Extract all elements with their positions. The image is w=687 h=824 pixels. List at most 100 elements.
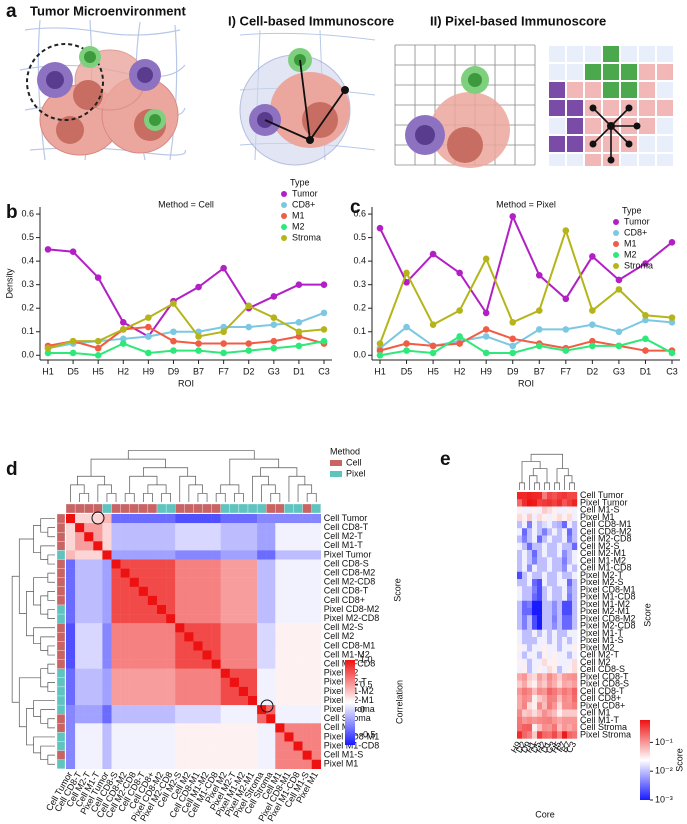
heatmap-cell	[111, 668, 121, 678]
heatmap-cell	[522, 593, 528, 601]
x-tick-label: D2	[587, 366, 599, 376]
heatmap-cell	[547, 673, 553, 681]
heatmap-cell	[257, 632, 267, 642]
heatmap-cell	[522, 521, 528, 529]
heatmap-cell	[248, 614, 258, 624]
heatmap-cell	[93, 605, 103, 615]
data-point	[270, 344, 278, 352]
heatmap-cell	[284, 514, 294, 524]
heatmap-cell	[129, 568, 139, 578]
heatmap-cell	[229, 759, 240, 769]
heatmap-cell	[547, 557, 553, 565]
heatmap-cell	[66, 659, 76, 669]
heatmap-cell	[157, 532, 167, 542]
heatmap-cell	[572, 687, 578, 696]
heatmap-cell	[202, 705, 212, 715]
heatmap-cell	[75, 568, 85, 578]
dendrogram	[519, 453, 575, 490]
heatmap-cell	[532, 731, 538, 739]
heatmap-cell	[257, 595, 267, 606]
column-annotation	[302, 503, 312, 514]
heatmap-cell	[238, 523, 249, 533]
data-point	[44, 349, 52, 357]
heatmap-cell	[284, 523, 294, 533]
row-label: Pixel M1-T	[580, 628, 624, 638]
heatmap-cell	[542, 658, 548, 667]
heatmap-cell	[202, 641, 212, 651]
row-annotation	[56, 595, 66, 606]
heatmap-cell	[572, 542, 578, 551]
heatmap-cell	[517, 615, 523, 623]
heatmap-cell	[138, 659, 149, 669]
heatmap-cell	[557, 593, 563, 601]
heatmap-cell	[547, 716, 553, 725]
heatmap-cell	[84, 541, 94, 551]
heatmap-cell	[266, 714, 276, 724]
heatmap-cell	[202, 668, 212, 678]
heatmap-cell	[572, 666, 578, 674]
heatmap-cell	[302, 641, 312, 651]
heatmap-cell	[293, 696, 303, 706]
heatmap-cell	[120, 759, 130, 769]
heatmap-cell	[537, 651, 543, 659]
heatmap-cell	[66, 632, 76, 642]
heatmap-cell	[193, 714, 203, 724]
dendrogram-link	[215, 493, 226, 502]
row-label: Cell M1-M2	[580, 555, 626, 565]
heatmap-cell	[517, 680, 523, 688]
heatmap-cell	[202, 723, 212, 733]
heatmap-cell	[229, 732, 240, 742]
legend-label: Stroma	[292, 232, 321, 242]
heatmap-cell	[120, 514, 130, 524]
heatmap-cell	[284, 550, 294, 560]
heatmap-cell	[157, 732, 167, 742]
heatmap-cell	[517, 666, 523, 674]
heatmap-cell	[552, 528, 558, 536]
heatmap-cell	[293, 577, 303, 587]
x-axis-label: ROI	[178, 378, 194, 388]
heatmap-cell	[527, 702, 533, 710]
heatmap-cell	[311, 668, 321, 678]
row-label: Cell CD8-T	[580, 686, 625, 696]
heatmap-cell	[537, 586, 543, 594]
data-point	[482, 349, 490, 357]
heatmap-cell	[220, 595, 230, 606]
heatmap-cell	[157, 605, 167, 615]
heatmap-cell	[157, 759, 167, 769]
data-point	[320, 337, 328, 345]
heatmap-cell	[293, 632, 303, 642]
heatmap-cell	[120, 568, 130, 578]
heatmap-cell	[517, 535, 523, 543]
heatmap-cell	[166, 741, 176, 751]
heatmap-cell	[175, 714, 185, 724]
dendrogram-link	[544, 482, 550, 490]
heatmap-cell	[147, 650, 158, 660]
heatmap-cell	[302, 568, 312, 578]
data-point	[429, 250, 437, 258]
heatmap-cell	[129, 650, 139, 660]
data-point	[119, 319, 127, 326]
heatmap-cell	[248, 577, 258, 587]
heatmap-cell	[522, 586, 528, 594]
heatmap-cell	[532, 629, 538, 638]
heatmap-cell	[537, 731, 543, 739]
data-point	[668, 319, 676, 326]
heatmap-cell	[193, 605, 203, 615]
heatmap-cell	[293, 541, 303, 551]
row-label: Pixel M1	[324, 759, 359, 769]
data-point	[589, 253, 596, 260]
row-label: Cell Stroma	[580, 722, 627, 732]
heatmap-cell	[147, 559, 158, 569]
legend-label: Pixel	[346, 468, 366, 478]
heatmap-cell	[522, 695, 528, 703]
heatmap-cell	[129, 641, 139, 651]
heatmap-cell	[572, 506, 578, 514]
heatmap-cell	[557, 687, 563, 696]
heatmap-cell	[302, 723, 312, 733]
heatmap-cell	[562, 615, 568, 623]
heatmap-cell	[547, 680, 553, 688]
heatmap-cell	[302, 741, 312, 751]
data-point	[642, 316, 649, 324]
heatmap-cell	[542, 673, 548, 681]
heatmap-cell	[147, 641, 158, 651]
